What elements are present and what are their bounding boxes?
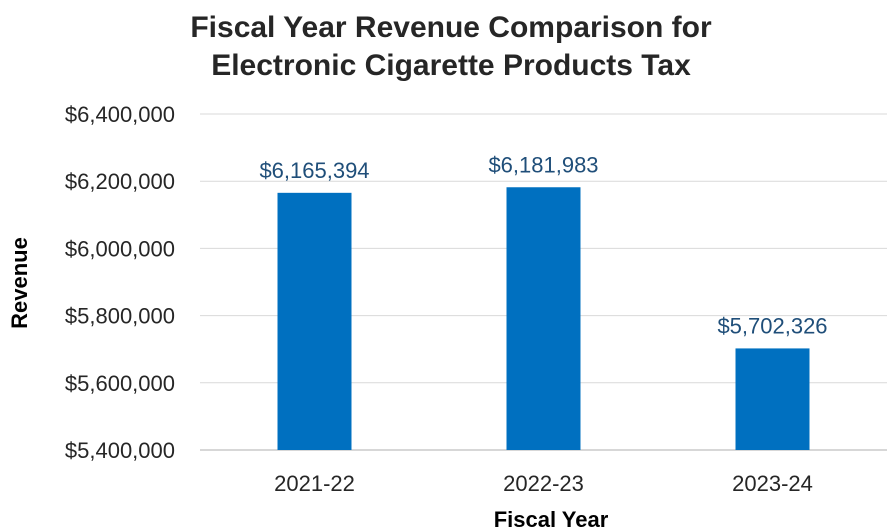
x-tick-label: 2022-23 bbox=[503, 471, 584, 496]
bar-2023-24 bbox=[735, 348, 810, 450]
data-label: $6,181,983 bbox=[488, 152, 598, 177]
x-tick-label: 2021-22 bbox=[274, 471, 355, 496]
chart-title-line-1: Fiscal Year Revenue Comparison for bbox=[190, 11, 712, 44]
y-tick-label: $6,200,000 bbox=[65, 169, 175, 194]
x-axis-ticks: 2021-22 2022-23 2023-24 bbox=[274, 471, 813, 496]
chart-title-line-2: Electronic Cigarette Products Tax bbox=[211, 49, 691, 82]
data-label: $5,702,326 bbox=[717, 313, 827, 338]
data-label: $6,165,394 bbox=[259, 158, 369, 183]
bar-2021-22 bbox=[277, 192, 352, 450]
bars bbox=[277, 187, 810, 450]
y-axis-ticks: $5,400,000 $5,600,000 $5,800,000 $6,000,000… bbox=[65, 102, 175, 463]
x-tick-label: 2023-24 bbox=[732, 471, 813, 496]
bar-2022-23 bbox=[506, 187, 581, 450]
data-labels: $6,165,394 $6,181,983 $5,702,326 bbox=[259, 152, 827, 338]
y-tick-label: $6,000,000 bbox=[65, 236, 175, 261]
y-tick-label: $5,400,000 bbox=[65, 438, 175, 463]
x-axis-label: Fiscal Year bbox=[494, 507, 609, 531]
y-axis-label: Revenue bbox=[7, 237, 32, 329]
y-tick-label: $5,800,000 bbox=[65, 304, 175, 329]
y-tick-label: $6,400,000 bbox=[65, 102, 175, 127]
y-tick-label: $5,600,000 bbox=[65, 371, 175, 396]
